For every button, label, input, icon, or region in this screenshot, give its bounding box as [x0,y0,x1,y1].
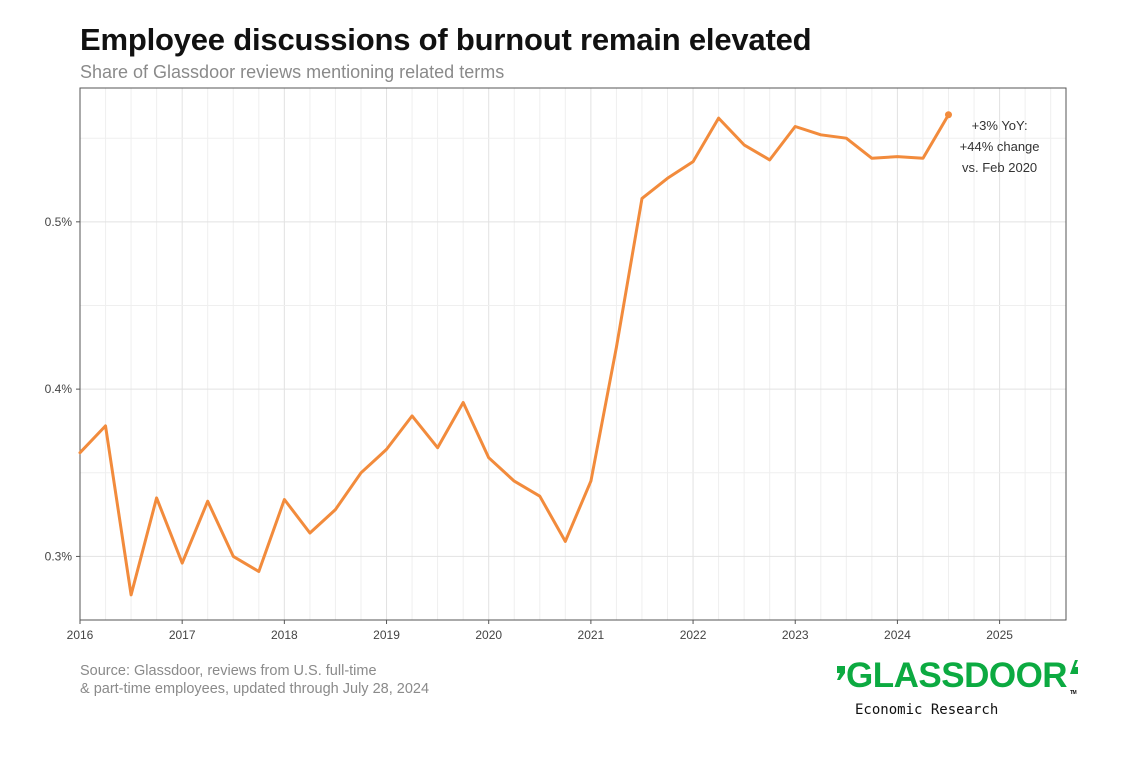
annotation: +3% YoY: +44% change vs. Feb 2020 [960,118,1040,175]
y-tick-label: 0.5% [45,215,73,229]
x-tick-label: 2019 [373,628,400,642]
grid [79,88,1066,620]
series-line [78,113,950,597]
y-tick-label: 0.4% [45,382,73,396]
chart-title: Employee discussions of burnout remain e… [80,22,812,57]
x-tick-label: 2023 [782,628,809,642]
logo-close-quote-mark: TM [1070,660,1079,696]
logo-open-quote-mark [837,666,845,680]
x-tick-label: 2017 [169,628,196,642]
logo-tagline: Economic Research [855,702,999,718]
chart-subtitle: Share of Glassdoor reviews mentioning re… [80,62,505,82]
x-tick-label: 2024 [884,628,911,642]
logo-wordmark: GLASSDOOR [846,656,1068,695]
logo-wordmark-row: GLASSDOOR TM [836,656,1079,696]
annotation-line: +3% YoY: [972,118,1028,133]
x-tick-label: 2016 [67,628,94,642]
series-endpoint [944,111,952,119]
y-tick-label: 0.3% [45,549,73,563]
source-note: Source: Glassdoor, reviews from U.S. ful… [80,662,429,698]
source-line-2: & part-time employees, updated through J… [80,681,430,697]
glassdoor-logo: GLASSDOOR TM Economic Research [836,656,1079,718]
x-axis: 2016 2017 2018 2019 2020 2021 2022 2023 2024 2025 [67,620,1013,642]
annotation-line: +44% change [960,139,1040,154]
y-axis: 0.3% 0.4% 0.5% [45,215,80,563]
annotation-line: vs. Feb 2020 [962,160,1037,175]
source-line-1: Source: Glassdoor, reviews from U.S. ful… [80,663,377,679]
plot-frame [79,87,1067,621]
x-tick-label: 2022 [680,628,707,642]
x-tick-label: 2018 [271,628,298,642]
x-tick-label: 2021 [578,628,605,642]
x-tick-label: 2025 [986,628,1013,642]
x-tick-label: 2020 [475,628,502,642]
logo-tm: TM [1070,690,1077,696]
chart: 0.3% 0.4% 0.5% 2016 2017 2018 2019 2020 2021 202… [45,87,1067,642]
